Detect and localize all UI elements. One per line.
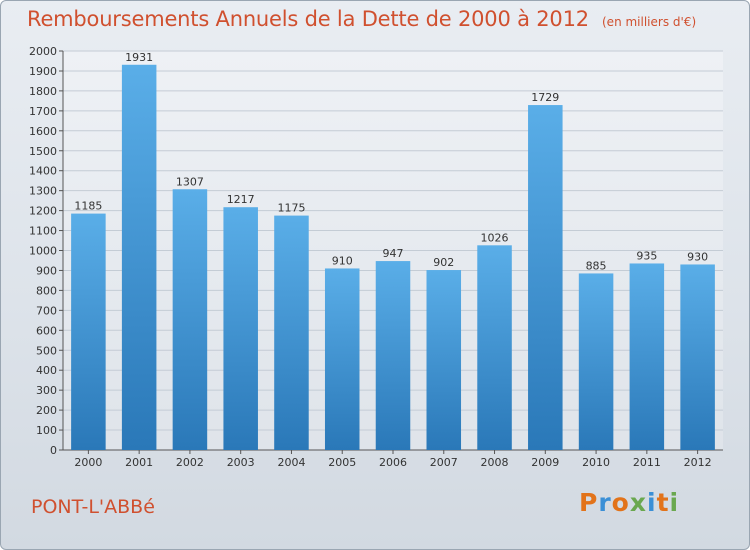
data-label: 1217 xyxy=(227,193,255,206)
x-tick-label: 2007 xyxy=(430,456,458,469)
x-tick-label: 2003 xyxy=(227,456,255,469)
data-label: 1729 xyxy=(531,91,559,104)
y-tick-label: 1500 xyxy=(29,145,57,158)
bar xyxy=(680,264,715,450)
data-label: 935 xyxy=(636,249,657,262)
x-tick-label: 2009 xyxy=(531,456,559,469)
y-tick-label: 1200 xyxy=(29,205,57,218)
bar xyxy=(375,261,411,450)
x-tick-label: 2011 xyxy=(633,456,661,469)
y-tick-label: 1400 xyxy=(29,165,57,178)
y-tick-label: 1000 xyxy=(29,245,57,258)
bar xyxy=(426,270,462,450)
proxiti-logo: Proxiti xyxy=(579,488,679,517)
y-tick-label: 200 xyxy=(36,404,57,417)
data-label: 1931 xyxy=(125,51,153,64)
bar xyxy=(629,263,665,450)
x-tick-label: 2008 xyxy=(481,456,509,469)
bar xyxy=(324,268,360,450)
y-tick-label: 100 xyxy=(36,424,57,437)
bar xyxy=(274,215,309,450)
logo-letter: o xyxy=(611,488,630,517)
data-label: 930 xyxy=(687,250,708,263)
y-tick-label: 600 xyxy=(36,324,57,337)
logo-letter: P xyxy=(579,488,599,517)
x-tick-label: 2012 xyxy=(684,456,712,469)
y-tick-label: 0 xyxy=(50,444,57,457)
y-tick-label: 500 xyxy=(36,344,57,357)
chart-title: Remboursements Annuels de la Dette de 20… xyxy=(27,7,589,31)
y-tick-label: 1600 xyxy=(29,125,57,138)
y-tick-label: 400 xyxy=(36,364,57,377)
logo-letter: i xyxy=(669,488,680,517)
bar xyxy=(477,245,512,450)
bar xyxy=(223,207,258,450)
y-tick-label: 900 xyxy=(36,264,57,277)
y-tick-label: 1300 xyxy=(29,185,57,198)
logo-letter: i xyxy=(647,488,657,517)
x-tick-label: 2005 xyxy=(328,456,356,469)
bar xyxy=(528,105,563,450)
data-label: 910 xyxy=(332,254,353,267)
bar xyxy=(71,213,106,450)
city-name: PONT-L'ABBé xyxy=(31,496,155,518)
logo-letter: t xyxy=(656,488,670,517)
data-label: 902 xyxy=(433,256,454,269)
bar xyxy=(121,64,157,450)
data-label: 885 xyxy=(586,259,607,272)
logo-letter: r xyxy=(598,488,612,517)
y-tick-label: 1100 xyxy=(29,225,57,238)
y-tick-label: 1900 xyxy=(29,65,57,78)
y-tick-label: 1700 xyxy=(29,105,57,118)
data-label: 1307 xyxy=(176,175,204,188)
data-label: 947 xyxy=(383,247,404,260)
y-tick-label: 2000 xyxy=(29,45,57,58)
x-tick-label: 2001 xyxy=(125,456,153,469)
y-tick-label: 700 xyxy=(36,304,57,317)
chart-title-row: Remboursements Annuels de la Dette de 20… xyxy=(27,7,696,31)
x-tick-label: 2002 xyxy=(176,456,204,469)
data-label: 1026 xyxy=(481,231,509,244)
x-tick-label: 2000 xyxy=(74,456,102,469)
chart-unit: (en milliers d'€) xyxy=(602,15,697,29)
y-tick-label: 800 xyxy=(36,284,57,297)
data-label: 1185 xyxy=(74,200,102,213)
bar xyxy=(578,273,614,450)
bar xyxy=(172,189,208,451)
x-tick-label: 2006 xyxy=(379,456,407,469)
data-label: 1175 xyxy=(277,202,305,215)
logo-letter: x xyxy=(629,488,647,517)
x-tick-label: 2004 xyxy=(277,456,305,469)
x-tick-label: 2010 xyxy=(582,456,610,469)
plot-area: 0 100 200 300 400 500 600 700 800 900 1000 1100 1200… xyxy=(29,45,723,469)
y-tick-label: 1800 xyxy=(29,85,57,98)
y-tick-label: 300 xyxy=(36,384,57,397)
